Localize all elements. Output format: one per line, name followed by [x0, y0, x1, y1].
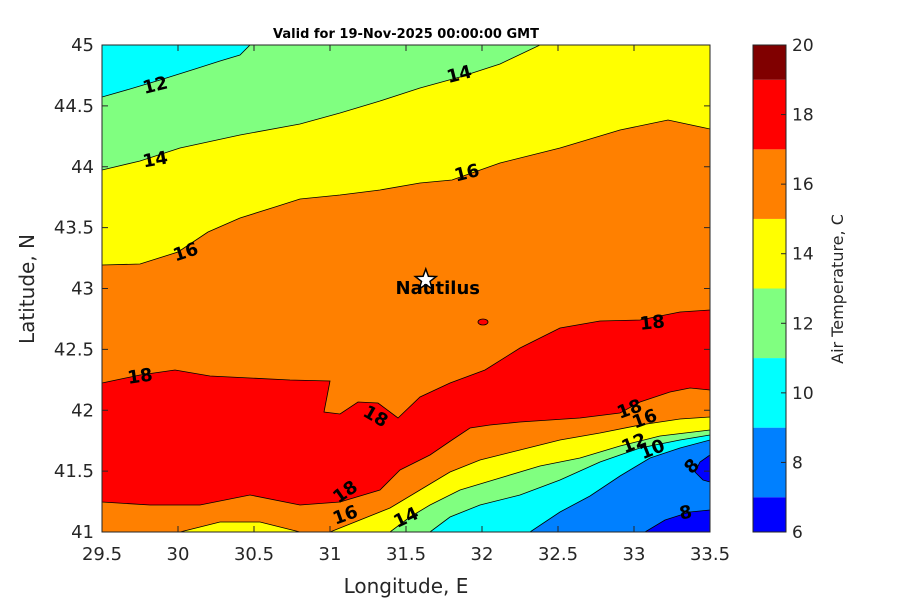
contour-label: 8	[678, 502, 694, 525]
colorbar-tick-label: 20	[792, 36, 814, 56]
site-label: Nautilus	[396, 278, 481, 299]
y-tick-label: 42.5	[54, 339, 94, 360]
colorbar-band	[753, 358, 786, 428]
y-tick-label: 44	[71, 157, 94, 178]
colorbar-tick-label: 6	[792, 523, 803, 543]
x-tick-label: 32.5	[538, 544, 578, 565]
colorbar-frame	[752, 44, 787, 533]
plot-area: 29.5 30 30.5 31 31.5 32 32.5 33 33.5 41 41.5 42 42.…	[54, 35, 730, 565]
band-darkblue-south	[644, 509, 710, 532]
site-star-icon	[413, 266, 439, 291]
band-green-north	[102, 45, 541, 171]
colorbar-tick-label: 12	[792, 314, 814, 334]
colorbar-tick-label: 14	[792, 245, 814, 265]
x-axis-ticks: 29.5 30 30.5 31 31.5 32 32.5 33 33.5	[82, 45, 730, 565]
site-marker: Nautilus	[396, 266, 481, 299]
red-blob	[477, 318, 489, 326]
band-darkblue-east	[694, 454, 710, 483]
y-tick-label: 44.5	[54, 96, 94, 117]
colorbar-band	[753, 218, 786, 289]
y-axis-ticks: 41 41.5 42 42.5 43 43.5 44 44.5 45	[54, 35, 710, 543]
y-tick-label: 43.5	[54, 218, 94, 239]
x-tick-label: 31	[319, 544, 342, 565]
colorbar-band	[753, 497, 786, 532]
band-blue-south	[529, 439, 710, 532]
colorbar-band	[753, 45, 786, 80]
x-tick-label: 30.5	[234, 544, 274, 565]
colorbar-band	[753, 288, 786, 359]
contour-label: 18	[639, 311, 666, 335]
colorbar-tick-label: 16	[792, 175, 814, 195]
x-tick-label: 33.5	[690, 544, 730, 565]
colorbar-tick-label: 18	[792, 106, 814, 126]
x-tick-label: 29.5	[82, 544, 122, 565]
colorbar-label: Air Temperature, C	[828, 214, 847, 364]
colorbar-band	[753, 149, 786, 219]
contour-label: 14	[141, 147, 169, 172]
contour-label: 18	[126, 365, 154, 389]
colorbar-band	[753, 427, 786, 498]
band-cyan-north	[102, 45, 251, 98]
x-tick-label: 33	[623, 544, 646, 565]
y-axis-label: Latitude, N	[15, 234, 39, 344]
colorbar: 6 8 10 12 14 16 18 20	[752, 36, 814, 543]
y-tick-label: 41.5	[54, 461, 94, 482]
colorbar-tick-label: 8	[792, 453, 803, 473]
colorbar-tick-label: 10	[792, 384, 814, 404]
x-tick-label: 30	[167, 544, 190, 565]
y-tick-label: 45	[71, 35, 94, 56]
band-red	[102, 309, 710, 506]
y-tick-label: 42	[71, 400, 94, 421]
chart-title: Valid for 19-Nov-2025 00:00:00 GMT	[273, 27, 539, 42]
colorbar-band	[753, 79, 786, 150]
y-tick-label: 43	[71, 279, 94, 300]
x-axis-label: Longitude, E	[344, 574, 469, 598]
y-tick-label: 41	[71, 522, 94, 543]
x-tick-label: 31.5	[386, 544, 426, 565]
x-tick-label: 32	[471, 544, 494, 565]
